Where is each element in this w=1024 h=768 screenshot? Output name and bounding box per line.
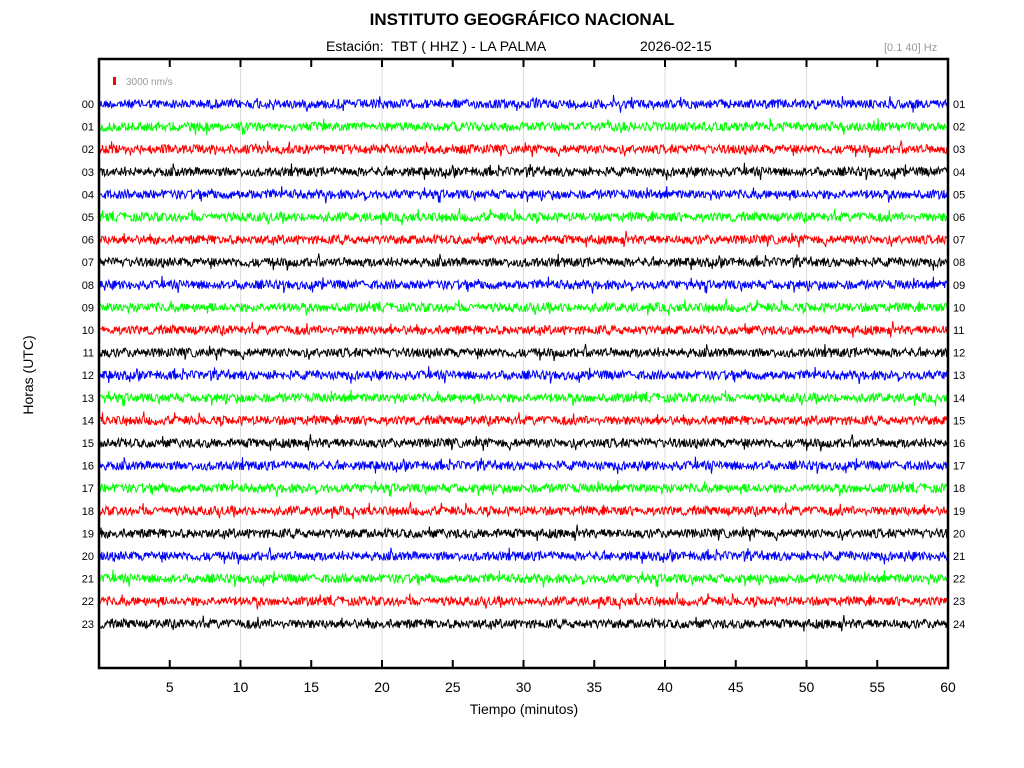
- filter-label: [0.1 40] Hz: [884, 42, 938, 54]
- hour-label-right: 15: [953, 415, 965, 427]
- hour-label-right: 14: [953, 393, 965, 405]
- hour-label-left: 07: [82, 257, 94, 269]
- hour-label-right: 01: [953, 99, 965, 111]
- hour-label-right: 19: [953, 506, 965, 518]
- scale-label: 3000 nm/s: [126, 77, 173, 88]
- trace-20: [98, 547, 948, 565]
- hour-label-right: 05: [953, 189, 965, 201]
- hour-label-right: 03: [953, 144, 965, 156]
- hour-label-left: 15: [82, 438, 94, 450]
- x-tick-label: 20: [374, 679, 390, 695]
- date-label: 2026-02-15: [640, 38, 712, 54]
- hour-label-right: 02: [953, 122, 965, 134]
- trace-00: [98, 95, 948, 113]
- hour-label-left: 09: [82, 302, 94, 314]
- trace-21: [98, 569, 948, 588]
- hour-label-left: 03: [82, 167, 94, 179]
- x-tick-label: 25: [445, 679, 461, 695]
- hour-label-right: 16: [953, 438, 965, 450]
- hour-label-left: 13: [82, 393, 94, 405]
- hour-label-right: 22: [953, 574, 965, 586]
- trace-10: [98, 321, 948, 338]
- x-tick-label: 35: [586, 679, 602, 695]
- trace-19: [98, 524, 948, 542]
- trace-15: [98, 434, 948, 452]
- hour-label-left: 22: [82, 596, 94, 608]
- hour-label-left: 10: [82, 325, 94, 337]
- hour-label-left: 02: [82, 144, 94, 156]
- hour-label-left: 16: [82, 461, 94, 473]
- hour-label-left: 21: [82, 574, 94, 586]
- trace-01: [98, 117, 948, 136]
- trace-04: [98, 186, 948, 204]
- hour-label-right: 24: [953, 619, 965, 631]
- trace-05: [98, 207, 948, 226]
- trace-14: [98, 411, 948, 428]
- trace-16: [98, 456, 948, 475]
- hour-label-right: 06: [953, 212, 965, 224]
- hour-label-left: 14: [82, 415, 94, 427]
- hour-label-right: 11: [953, 325, 964, 337]
- hour-label-right: 07: [953, 235, 965, 247]
- hour-label-left: 11: [83, 348, 94, 360]
- chart-title: INSTITUTO GEOGRÁFICO NACIONAL: [369, 10, 675, 29]
- x-tick-label: 60: [940, 679, 956, 695]
- hour-label-left: 18: [82, 506, 94, 518]
- hour-label-left: 05: [82, 212, 94, 224]
- x-tick-label: 45: [728, 679, 744, 695]
- hour-label-right: 10: [953, 302, 965, 314]
- hour-label-right: 21: [953, 551, 965, 563]
- hour-label-left: 08: [82, 280, 94, 292]
- hour-label-left: 00: [82, 99, 94, 111]
- trace-13: [98, 389, 948, 407]
- hour-label-right: 08: [953, 257, 965, 269]
- hour-label-left: 19: [82, 528, 94, 540]
- hour-label-right: 13: [953, 370, 965, 382]
- hour-label-left: 12: [82, 370, 94, 382]
- x-tick-label: 55: [869, 679, 885, 695]
- trace-11: [98, 343, 948, 362]
- hour-label-right: 04: [953, 167, 965, 179]
- trace-17: [98, 479, 948, 498]
- hour-label-left: 06: [82, 235, 94, 247]
- trace-18: [98, 501, 948, 520]
- hour-label-right: 23: [953, 596, 965, 608]
- hour-label-right: 12: [953, 348, 965, 360]
- trace-09: [98, 298, 948, 316]
- hour-label-left: 01: [82, 122, 94, 134]
- station-label: Estación: TBT ( HHZ ) - LA PALMA: [326, 38, 547, 54]
- x-tick-label: 50: [799, 679, 815, 695]
- x-tick-label: 15: [303, 679, 319, 695]
- trace-23: [98, 614, 948, 632]
- hour-label-right: 17: [953, 461, 965, 473]
- trace-22: [98, 592, 948, 610]
- hour-label-left: 23: [82, 619, 94, 631]
- trace-12: [98, 366, 948, 385]
- x-tick-label: 30: [516, 679, 532, 695]
- trace-02: [98, 140, 948, 158]
- hour-label-left: 17: [82, 483, 94, 495]
- trace-08: [98, 275, 948, 294]
- trace-06: [98, 230, 948, 248]
- trace-07: [98, 253, 948, 271]
- hour-label-left: 04: [82, 189, 94, 201]
- x-tick-label: 10: [233, 679, 249, 695]
- hour-label-right: 18: [953, 483, 965, 495]
- hour-label-right: 20: [953, 528, 965, 540]
- scale-bar: [113, 77, 116, 85]
- hour-label-right: 09: [953, 280, 965, 292]
- plot-frame: [97, 57, 950, 670]
- x-axis-label: Tiempo (minutos): [469, 701, 579, 717]
- x-tick-label: 40: [657, 679, 673, 695]
- hour-label-left: 20: [82, 551, 94, 563]
- x-tick-label: 5: [166, 679, 174, 695]
- trace-03: [98, 162, 948, 181]
